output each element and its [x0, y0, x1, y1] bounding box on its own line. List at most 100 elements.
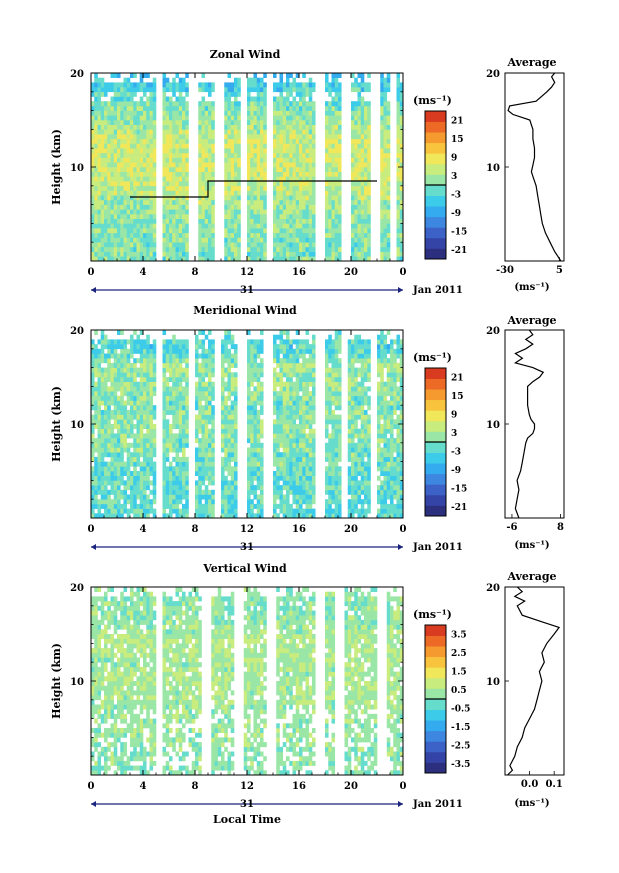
heatmap-cell: [175, 134, 180, 140]
heatmap-cell: [383, 251, 388, 257]
heatmap-cell: [260, 110, 264, 116]
heatmap-cell: [224, 414, 228, 420]
heatmap-cell: [286, 381, 290, 387]
heatmap-cell: [253, 438, 258, 444]
heatmap-cell: [117, 204, 121, 210]
heatmap-cell: [152, 204, 157, 210]
heatmap-cell: [390, 414, 394, 420]
heatmap-cell: [354, 129, 358, 135]
heatmap-cell: [117, 223, 121, 229]
heatmap-cell: [172, 485, 176, 491]
heatmap-cell: [143, 256, 147, 262]
heatmap-cell: [178, 438, 183, 444]
heatmap-cell: [308, 124, 313, 130]
heatmap-cell: [273, 209, 277, 215]
heatmap-cell: [364, 471, 368, 476]
heatmap-cell: [367, 73, 371, 78]
heatmap-cell: [172, 91, 176, 97]
heatmap-cell: [201, 405, 206, 411]
heatmap-cell: [117, 195, 121, 201]
heatmap-cell: [299, 171, 303, 177]
heatmap-cell: [347, 438, 352, 444]
heatmap-cell: [338, 471, 342, 476]
heatmap-cell: [91, 386, 95, 392]
heatmap-cell: [393, 419, 397, 425]
heatmap-cell: [117, 456, 121, 462]
heatmap-cell: [110, 167, 115, 172]
heatmap-cell: [247, 395, 251, 401]
heatmap-cell: [221, 381, 225, 387]
heatmap-cell: [107, 442, 111, 448]
heatmap-cell: [399, 115, 404, 121]
heatmap-cell: [247, 466, 251, 472]
heatmap-cell: [120, 181, 124, 187]
heatmap-cell: [399, 148, 404, 154]
heatmap-cell: [143, 91, 147, 97]
heatmap-cell: [123, 391, 128, 397]
heatmap-cell: [386, 508, 391, 514]
heatmap-cell: [152, 475, 157, 481]
heatmap-cell: [221, 400, 225, 406]
heatmap-cell: [110, 148, 115, 154]
heatmap-cell: [247, 494, 251, 500]
heatmap-cell: [312, 466, 316, 472]
heatmap-cell: [295, 424, 300, 429]
heatmap-cell: [143, 447, 147, 453]
heatmap-cell: [139, 508, 144, 514]
colorbar-swatch: [425, 185, 446, 196]
heatmap-cell: [178, 190, 183, 196]
heatmap-cell: [367, 405, 371, 411]
heatmap-cell: [263, 148, 267, 154]
heatmap-cell: [120, 105, 124, 111]
heatmap-cell: [107, 475, 111, 481]
date-bar-arrow-right: [398, 287, 403, 293]
heatmap-cell: [162, 101, 167, 107]
heatmap-cell: [273, 400, 277, 406]
heatmap-cell: [117, 134, 121, 140]
heatmap-cell: [253, 503, 258, 509]
heatmap-cell: [237, 138, 241, 144]
heatmap-cell: [399, 466, 404, 472]
heatmap-cell: [100, 167, 105, 172]
heatmap-cell: [104, 409, 108, 415]
heatmap-cell: [338, 110, 342, 116]
heatmap-cell: [110, 438, 115, 444]
heatmap-cell: [146, 195, 150, 201]
heatmap-cell: [260, 494, 264, 500]
heatmap-cell: [136, 513, 141, 519]
heatmap-cell: [113, 377, 118, 382]
heatmap-cell: [234, 218, 238, 224]
heatmap-cell: [126, 228, 131, 234]
heatmap-cell: [152, 386, 157, 392]
heatmap-cell: [149, 242, 154, 248]
heatmap-cell: [117, 199, 121, 205]
heatmap-cell: [172, 218, 176, 224]
heatmap-cell: [201, 134, 206, 140]
heatmap-cell: [357, 110, 362, 116]
heatmap-cell: [91, 499, 95, 505]
heatmap-cell: [182, 471, 186, 476]
heatmap-cell: [178, 148, 183, 154]
heatmap-cell: [91, 442, 95, 448]
heatmap-cell: [221, 428, 225, 434]
heatmap-cell: [234, 242, 238, 248]
heatmap-cell: [104, 442, 108, 448]
heatmap-cell: [139, 176, 144, 182]
heatmap-cell: [282, 456, 287, 462]
heatmap-cell: [107, 251, 111, 257]
heatmap-cell: [204, 115, 209, 121]
heatmap-cell: [185, 414, 189, 420]
heatmap-cell: [253, 237, 258, 243]
heatmap-cell: [143, 167, 147, 172]
heatmap-cell: [386, 138, 391, 144]
heatmap-cell: [198, 256, 202, 262]
heatmap-cell: [117, 228, 121, 234]
heatmap-cell: [328, 181, 332, 187]
heatmap-cell: [152, 499, 157, 505]
heatmap-cell: [110, 409, 115, 415]
heatmap-cell: [360, 400, 365, 406]
heatmap-cell: [165, 391, 170, 397]
heatmap-cell: [139, 199, 144, 205]
heatmap-cell: [97, 115, 102, 121]
heatmap-cell: [230, 452, 235, 458]
